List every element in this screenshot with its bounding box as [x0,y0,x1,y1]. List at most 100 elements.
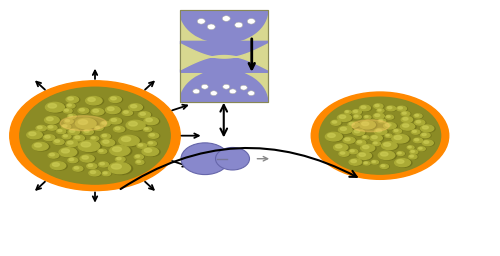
Ellipse shape [378,119,386,123]
Ellipse shape [359,153,366,156]
Ellipse shape [60,116,106,131]
Ellipse shape [119,135,139,146]
Ellipse shape [48,153,59,158]
Ellipse shape [374,128,387,135]
Ellipse shape [87,164,98,169]
Ellipse shape [378,151,394,159]
Ellipse shape [126,120,145,130]
Ellipse shape [364,162,371,165]
Ellipse shape [93,109,98,112]
Ellipse shape [92,137,96,139]
Ellipse shape [379,151,396,160]
Ellipse shape [352,129,364,135]
Ellipse shape [360,121,376,129]
Ellipse shape [320,97,440,174]
Ellipse shape [422,133,426,136]
Ellipse shape [115,127,120,130]
Ellipse shape [344,137,356,144]
Ellipse shape [45,135,50,138]
Ellipse shape [68,158,78,163]
Ellipse shape [109,96,122,102]
Ellipse shape [402,117,412,123]
Ellipse shape [358,141,362,143]
Ellipse shape [66,120,70,122]
Ellipse shape [374,113,384,119]
Ellipse shape [54,140,60,142]
Ellipse shape [66,104,75,108]
Ellipse shape [69,115,72,117]
Ellipse shape [62,124,71,129]
Ellipse shape [412,130,421,134]
Ellipse shape [28,131,44,140]
Ellipse shape [364,115,371,119]
Ellipse shape [123,110,134,116]
Ellipse shape [98,149,108,154]
Ellipse shape [402,117,414,123]
Ellipse shape [76,118,96,129]
Ellipse shape [134,155,143,159]
Ellipse shape [90,136,99,141]
Ellipse shape [29,132,36,136]
Ellipse shape [421,133,431,138]
Bar [180,44,268,69]
Ellipse shape [331,120,341,125]
Ellipse shape [362,122,369,126]
Ellipse shape [99,150,103,152]
Ellipse shape [136,161,140,163]
Ellipse shape [88,164,92,167]
Ellipse shape [136,160,144,164]
Ellipse shape [108,163,130,174]
Ellipse shape [142,147,158,156]
Ellipse shape [386,115,394,120]
Ellipse shape [91,109,104,115]
Ellipse shape [144,148,152,152]
Ellipse shape [351,160,356,163]
Ellipse shape [148,141,158,146]
Ellipse shape [114,126,124,132]
Ellipse shape [38,126,42,129]
Ellipse shape [376,129,382,132]
Ellipse shape [112,164,122,169]
Ellipse shape [362,135,369,139]
Ellipse shape [422,126,428,129]
Ellipse shape [398,152,401,154]
Ellipse shape [378,119,386,123]
Ellipse shape [345,110,352,114]
Ellipse shape [179,69,268,136]
Ellipse shape [116,157,121,160]
Ellipse shape [57,129,66,134]
Ellipse shape [148,133,158,138]
Ellipse shape [64,109,73,113]
Ellipse shape [373,142,381,146]
Ellipse shape [360,144,374,152]
Ellipse shape [78,108,88,113]
Ellipse shape [418,147,422,149]
Ellipse shape [110,146,130,156]
Ellipse shape [339,151,349,156]
Ellipse shape [96,126,100,129]
Ellipse shape [386,106,396,111]
Ellipse shape [32,142,48,151]
Ellipse shape [229,89,236,94]
Ellipse shape [360,121,377,130]
Ellipse shape [34,143,42,147]
Ellipse shape [352,120,390,132]
Ellipse shape [66,141,79,147]
Ellipse shape [90,170,102,176]
Ellipse shape [66,141,78,147]
Ellipse shape [67,104,76,108]
Ellipse shape [352,110,362,114]
Ellipse shape [51,162,68,170]
Ellipse shape [70,130,75,132]
Ellipse shape [248,91,255,95]
Ellipse shape [130,104,143,111]
Ellipse shape [64,119,74,124]
Ellipse shape [328,133,335,137]
Ellipse shape [370,135,384,142]
Ellipse shape [62,134,71,139]
Ellipse shape [388,106,392,109]
Ellipse shape [360,105,370,111]
Ellipse shape [394,136,402,140]
Ellipse shape [54,139,64,145]
Ellipse shape [362,145,376,152]
